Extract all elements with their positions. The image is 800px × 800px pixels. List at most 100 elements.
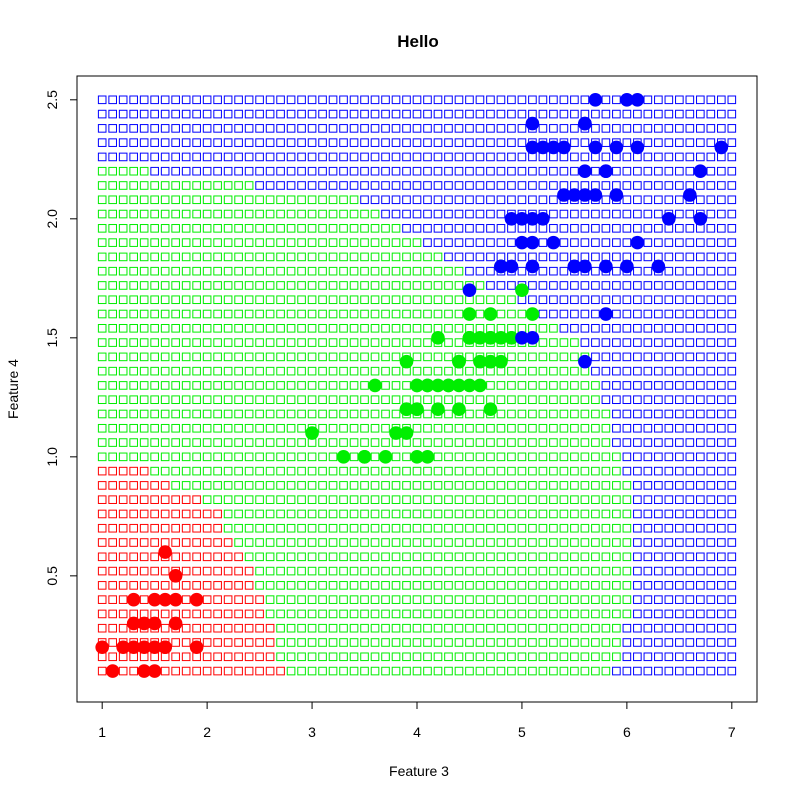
- grid-cell: [685, 295, 695, 305]
- grid-cell: [727, 666, 737, 676]
- grid-cell: [517, 595, 527, 604]
- grid-cell: [255, 366, 264, 376]
- grid-cell: [601, 224, 611, 233]
- grid-cell: [580, 138, 590, 147]
- grid-cell: [223, 338, 233, 347]
- grid-cell: [549, 352, 558, 362]
- grid-cell: [423, 209, 432, 219]
- grid-cell: [234, 238, 243, 247]
- grid-cell: [108, 181, 117, 190]
- grid-cell: [559, 523, 569, 533]
- grid-cell: [244, 352, 254, 362]
- grid-cell: [234, 281, 243, 290]
- grid-cell: [255, 638, 264, 647]
- grid-cell: [433, 324, 443, 333]
- grid-cell: [706, 666, 716, 676]
- grid-cell: [129, 152, 138, 162]
- grid-cell: [328, 652, 338, 662]
- grid-cell: [202, 452, 212, 462]
- grid-cell: [391, 552, 401, 562]
- grid-cell: [402, 495, 411, 504]
- grid-cell: [444, 95, 453, 105]
- grid-cell: [360, 509, 369, 519]
- grid-cell: [444, 166, 453, 176]
- grid-cell: [360, 366, 369, 376]
- grid-cell: [727, 181, 737, 190]
- grid-cell: [559, 495, 569, 504]
- grid-cell: [486, 552, 495, 562]
- grid-cell: [454, 324, 464, 333]
- grid-cell: [538, 481, 548, 490]
- grid-cell: [297, 138, 306, 147]
- grid-cell: [580, 495, 590, 504]
- grid-cell: [192, 209, 201, 219]
- grid-cell: [601, 109, 611, 119]
- grid-cell: [202, 623, 212, 633]
- grid-cell: [181, 566, 191, 576]
- grid-cell: [486, 466, 495, 476]
- data-point: [494, 331, 508, 345]
- grid-cell: [538, 395, 548, 405]
- grid-cell: [507, 166, 516, 176]
- data-point: [431, 402, 445, 417]
- grid-cell: [486, 95, 495, 105]
- grid-cell: [118, 95, 128, 105]
- grid-cell: [171, 366, 180, 376]
- grid-cell: [717, 366, 726, 376]
- grid-cell: [139, 538, 149, 547]
- grid-cell: [171, 581, 180, 590]
- grid-cell: [538, 109, 548, 119]
- grid-cell: [192, 438, 201, 447]
- grid-cell: [727, 152, 737, 162]
- grid-cell: [717, 523, 726, 533]
- grid-cell: [622, 252, 632, 262]
- grid-cell: [381, 552, 390, 562]
- grid-cell: [318, 552, 327, 562]
- grid-cell: [643, 481, 653, 490]
- grid-cell: [255, 552, 264, 562]
- grid-cell: [559, 638, 569, 647]
- grid-cell: [234, 595, 243, 604]
- grid-cell: [97, 152, 107, 162]
- grid-cell: [129, 395, 138, 405]
- grid-cell: [685, 381, 695, 390]
- grid-cell: [727, 381, 737, 390]
- grid-cell: [685, 181, 695, 190]
- grid-cell: [622, 324, 632, 333]
- grid-cell: [339, 295, 348, 305]
- grid-cell: [265, 224, 275, 233]
- grid-cell: [129, 138, 138, 147]
- grid-cell: [276, 452, 285, 462]
- grid-cell: [339, 166, 348, 176]
- grid-cell: [633, 224, 642, 233]
- grid-cell: [475, 581, 485, 590]
- grid-cell: [727, 224, 737, 233]
- grid-cell: [570, 566, 579, 576]
- grid-cell: [580, 238, 590, 247]
- grid-cell: [475, 152, 485, 162]
- grid-cell: [433, 366, 443, 376]
- grid-cell: [612, 495, 621, 504]
- grid-cell: [276, 595, 285, 604]
- grid-cell: [244, 481, 254, 490]
- grid-cell: [213, 581, 222, 590]
- grid-cell: [675, 138, 684, 147]
- grid-cell: [444, 395, 453, 405]
- grid-cell: [433, 452, 443, 462]
- grid-cell: [391, 623, 401, 633]
- grid-cell: [465, 209, 474, 219]
- grid-cell: [360, 623, 369, 633]
- grid-cell: [360, 409, 369, 419]
- data-point: [420, 450, 435, 464]
- grid-cell: [685, 452, 695, 462]
- grid-cell: [234, 395, 243, 405]
- grid-cell: [234, 166, 243, 176]
- grid-cell: [475, 566, 485, 576]
- grid-cell: [244, 423, 254, 433]
- grid-cell: [244, 152, 254, 162]
- grid-cell: [685, 466, 695, 476]
- y-tick-label: 1.5: [44, 328, 60, 348]
- data-point: [494, 259, 508, 274]
- data-point: [95, 640, 109, 655]
- grid-cell: [307, 409, 317, 419]
